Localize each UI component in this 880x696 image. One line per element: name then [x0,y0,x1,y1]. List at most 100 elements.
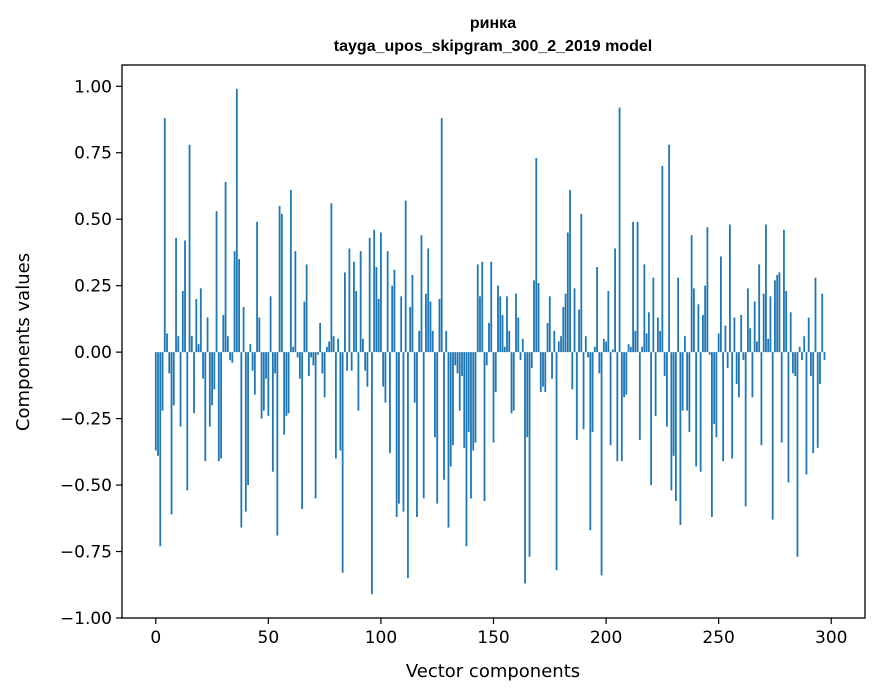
bar [186,352,189,491]
bar [733,317,736,353]
bar [456,352,459,374]
bar [654,352,657,416]
bar [501,314,504,353]
bar [801,352,803,361]
bar [623,352,625,398]
bar [357,352,360,411]
bar [328,341,331,353]
bar [452,352,454,446]
bar [371,352,373,595]
bar [539,352,542,393]
bar [573,288,576,353]
bar [211,352,213,406]
bar [650,352,653,486]
bar [362,338,364,353]
bar [402,352,405,512]
bar [393,269,396,353]
bar [551,352,553,379]
bar [301,352,304,509]
bar [159,352,162,547]
x-tick-label: 50 [258,628,280,648]
bar [368,237,371,353]
bar [823,352,826,361]
bar [674,352,677,502]
x-axis: 0 50 100 150 200 250 300 [150,618,847,648]
bar [789,312,792,353]
bar [681,352,684,411]
bar [312,352,315,366]
bar [589,352,592,531]
bar [776,275,779,353]
bar [353,261,355,353]
bar [407,352,409,579]
bar [767,338,770,353]
bar [154,352,157,451]
bar [729,224,731,353]
bar [663,352,666,377]
bar [391,285,394,353]
bar [735,352,738,385]
bar [688,352,691,432]
bar [222,314,225,353]
bar [269,296,272,353]
y-tick-label: 1.00 [74,77,112,97]
bar [695,352,698,467]
y-tick-label: 0.00 [74,343,112,363]
bar [465,352,468,547]
y-axis: −1.00 −0.75 −0.50 −0.25 0.00 0.25 0.50 0.75 1.00 [60,77,122,629]
bar [262,352,265,411]
bar [298,352,301,379]
bar [389,352,391,454]
bar [172,352,175,406]
bar [470,352,472,499]
bar [670,352,673,491]
y-tick-label: 0.25 [74,277,112,297]
bar [762,293,765,353]
bar [503,346,506,353]
bar [686,352,689,411]
bar [726,352,729,369]
bar [213,352,216,390]
bar [731,352,734,459]
bar [494,352,497,393]
bar [190,336,193,353]
bar [618,107,621,353]
bar [323,352,326,398]
y-axis-label: Components values [13,253,34,431]
bar [289,189,292,353]
bar [499,296,502,353]
bar [285,352,288,416]
x-tick-label: 150 [477,628,509,648]
bar [780,352,783,443]
bar [334,352,337,459]
x-tick-label: 250 [702,628,734,648]
bar [238,259,240,353]
chart-title: ринка [470,15,516,32]
bar [765,224,767,353]
bar [629,346,632,353]
x-tick-label: 0 [150,628,161,648]
bar [157,352,159,456]
bar [485,352,488,366]
bar [751,352,754,398]
bar [656,317,659,353]
bar [524,352,526,584]
bar [555,352,558,571]
bar [605,341,607,353]
bar [431,330,434,353]
bar [713,352,716,424]
bar [771,352,774,520]
bar [636,221,639,353]
bar [614,248,616,353]
bar [508,330,511,353]
bar [600,352,603,576]
bar [706,227,709,353]
bar [337,338,340,353]
bar [278,205,281,353]
bar [163,118,166,353]
bar [548,296,551,353]
bar [569,189,571,353]
bar [416,352,418,517]
bar [463,352,466,448]
bar [803,336,806,353]
